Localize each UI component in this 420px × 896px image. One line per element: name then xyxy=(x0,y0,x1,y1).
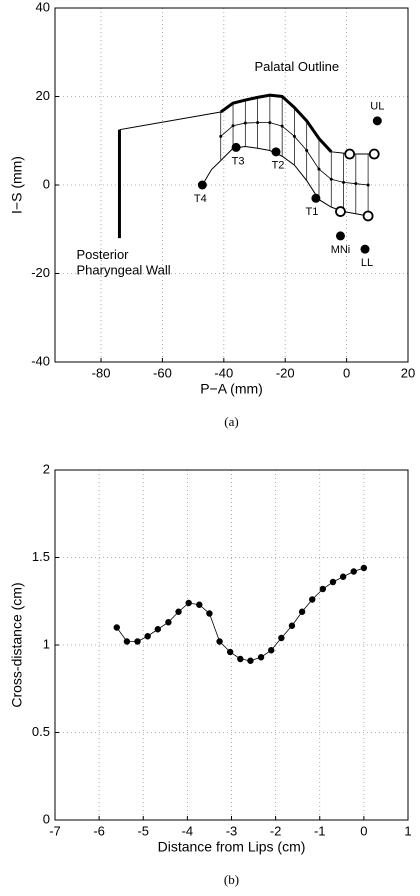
series-point xyxy=(360,564,368,572)
landmark-label: MNi xyxy=(331,244,351,256)
series-point xyxy=(206,610,213,617)
series-point xyxy=(216,638,223,645)
series-point xyxy=(196,601,203,608)
x-tick-label: -20 xyxy=(276,365,295,380)
x-tick-label: -2 xyxy=(270,823,282,838)
open-landmark xyxy=(344,148,356,160)
outline xyxy=(119,111,221,131)
x-tick-label: 20 xyxy=(401,365,415,380)
y-axis-label: I−S (mm) xyxy=(9,156,25,214)
caption: (b) xyxy=(224,872,239,887)
y-axis-label: Cross-distance (cm) xyxy=(9,582,25,707)
annotation: Posterior xyxy=(76,247,129,262)
plot-frame xyxy=(54,469,409,821)
y-tick-label: 20 xyxy=(36,88,50,103)
series-point xyxy=(113,624,120,631)
midline-dot xyxy=(256,121,260,125)
y-tick-label: 0 xyxy=(43,811,50,826)
series-point xyxy=(185,599,192,607)
x-tick-label: -80 xyxy=(92,365,111,380)
midline-dot xyxy=(268,121,272,125)
midline-dot xyxy=(342,180,346,184)
midline-dot xyxy=(219,134,223,138)
y-tick-label: 1 xyxy=(43,636,50,651)
midline-dot xyxy=(231,124,235,128)
series-point xyxy=(134,638,141,645)
caption: (a) xyxy=(224,414,238,429)
midline-dot xyxy=(305,148,309,152)
series-point xyxy=(257,654,265,661)
midline-dot xyxy=(366,183,370,187)
landmark-label: LL xyxy=(361,257,373,269)
landmark xyxy=(372,116,382,126)
series-point xyxy=(288,622,296,629)
series-point xyxy=(298,608,306,615)
landmark xyxy=(271,147,281,157)
series-point xyxy=(278,634,285,642)
x-tick-label: -40 xyxy=(214,365,233,380)
y-tick-label: 40 xyxy=(36,0,50,14)
x-tick-label: -3 xyxy=(226,823,238,838)
midline-dot xyxy=(317,167,321,171)
landmark-label: T1 xyxy=(305,206,318,218)
x-tick-label: 1 xyxy=(404,823,411,838)
series-point xyxy=(237,655,244,663)
midline-dot xyxy=(354,182,358,186)
series-point xyxy=(319,585,327,593)
landmark-label: T2 xyxy=(272,160,285,172)
y-tick-label: -20 xyxy=(31,265,50,280)
y-tick-label: 1.5 xyxy=(32,549,50,564)
y-tick-label: -40 xyxy=(31,353,50,368)
x-axis-label: P−A (mm) xyxy=(200,381,263,397)
series-point xyxy=(247,657,254,664)
x-tick-label: -4 xyxy=(182,823,194,838)
midline-dot xyxy=(329,177,333,181)
series-point xyxy=(144,633,151,640)
x-tick-label: -5 xyxy=(137,823,149,838)
y-tick-label: 0.5 xyxy=(32,724,50,739)
x-tick-label: -6 xyxy=(93,823,105,838)
series-point xyxy=(154,626,162,633)
landmark xyxy=(360,244,370,254)
x-tick-label: -60 xyxy=(153,365,172,380)
series-point xyxy=(350,568,357,575)
series-point xyxy=(339,573,347,580)
annotation: Pharyngeal Wall xyxy=(76,263,170,278)
outline xyxy=(219,93,333,153)
x-tick-label: 0 xyxy=(360,823,367,838)
landmark-label: T4 xyxy=(194,193,207,205)
y-tick-label: 0 xyxy=(43,176,50,191)
series-point xyxy=(226,648,234,656)
series-point xyxy=(165,619,172,626)
landmark xyxy=(197,180,207,190)
landmark-label: UL xyxy=(370,101,384,113)
annotation: Palatal Outline xyxy=(255,59,340,74)
landmark xyxy=(311,193,321,203)
series-point xyxy=(268,647,275,654)
midline-dot xyxy=(292,134,296,138)
midline-dot xyxy=(243,121,247,125)
series-line xyxy=(116,567,365,662)
midline-dot xyxy=(280,124,284,128)
series-point xyxy=(329,578,337,586)
series-point xyxy=(175,608,182,615)
x-axis-label: Distance from Lips (cm) xyxy=(158,839,306,855)
x-tick-label: -1 xyxy=(314,823,326,838)
landmark xyxy=(335,231,345,241)
y-tick-label: 2 xyxy=(43,461,50,476)
x-tick-label: -7 xyxy=(49,823,61,838)
open-landmark xyxy=(368,148,380,160)
open-landmark xyxy=(362,210,374,222)
series-point xyxy=(123,638,131,645)
x-tick-label: 0 xyxy=(343,365,350,380)
plot-frame xyxy=(54,7,409,363)
series-point xyxy=(309,596,316,603)
landmark xyxy=(231,142,241,152)
open-landmark xyxy=(335,206,346,217)
landmark-label: T3 xyxy=(232,155,245,167)
